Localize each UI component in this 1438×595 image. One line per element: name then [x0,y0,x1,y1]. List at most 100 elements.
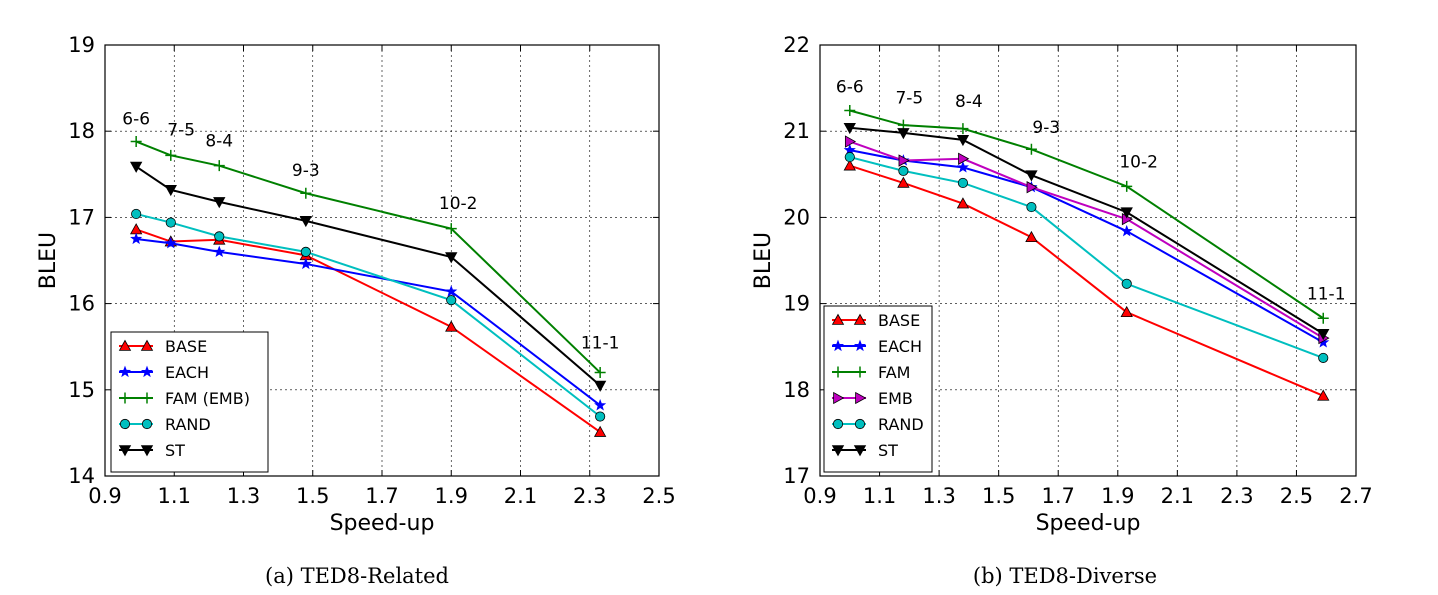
chart-b-xtick-label: 1.5 [982,484,1015,508]
chart-a-series-st [129,161,607,392]
chart-b-annotation: 7-5 [895,89,923,109]
chart-a-annotation: 10-2 [439,194,478,214]
chart-b-point-fam [844,105,856,117]
chart-b-legend-label: ST [878,441,898,460]
chart-a-point-each [299,257,312,270]
chart-b-point-emb [844,135,857,148]
chart-a-legend-label: FAM (EMB) [165,389,250,408]
chart-a-point-fam-emb [594,367,606,379]
chart-b-point-fam [1121,180,1133,192]
chart-b-annotation: 6-6 [836,77,864,97]
chart-a-legend-box [110,331,269,473]
chart-b-legend-label: EACH [878,337,922,356]
chart-b-ytick-label: 17 [783,464,810,488]
chart-a-point-rand [165,217,176,228]
chart-b-point-base [956,197,970,209]
chart-b-point-base [1120,305,1133,318]
chart-b-point-rand [1121,278,1132,289]
chart-b-ytick-label: 22 [783,33,810,57]
chart-a-xtick-label: 1.9 [435,484,468,508]
chart-a-legend-item-each: EACH [118,363,209,382]
chart-a-line-base [135,228,601,433]
chart-a-legend-marker [118,445,132,457]
chart-a-annotation: 9-3 [292,161,320,181]
chart-b-point-fam [1317,312,1329,324]
chart-b-caption: (b) TED8-Diverse [973,564,1157,588]
chart-b-ylabel: BLEU [751,232,776,289]
chart-a-legend-item-base: BASE [118,337,207,356]
chart-b-legend-item-fam: FAM [832,363,910,382]
chart-a-legend-marker [118,365,132,378]
chart-b-point-each [956,161,969,173]
chart-b-legend-marker [832,418,844,430]
chart-b-xtick-label: 0.9 [803,484,836,508]
chart-b-legend-marker [854,418,866,430]
chart-a-ytick-label: 19 [68,33,95,57]
chart-b-legend-label: FAM [878,363,910,382]
chart-a-point-base [129,223,143,235]
chart-a-series-rand [131,208,606,422]
chart-b-point-st [1025,170,1038,182]
chart-b-ytick-label: 20 [783,205,810,229]
chart-b-line-base [849,164,1324,397]
chart-a-point-rand [131,208,142,220]
chart-a-annotation: 7-5 [167,121,195,141]
chart-a-xtick-label: 1.3 [227,484,260,508]
chart-b-legend-marker [831,313,845,325]
chart-b-legend-marker [855,391,867,405]
chart-a-ytick-label: 17 [68,205,95,229]
chart-b-point-st [897,128,910,140]
chart-b-xlabel: Speed-up [1036,511,1141,536]
chart-a-line-each [136,237,601,407]
chart-a-point-st [445,252,458,264]
chart-b-point-base [843,159,856,171]
chart-a-point-fam-emb [445,223,457,235]
chart-b-xtick-label: 1.1 [863,484,896,508]
chart-a-line-fam-emb [135,140,601,374]
chart-b: 0.9 1.1 1.3 1.5 1.7 1.9 2.1 2.3 2.5 2.7 17 18 19 20 21… [751,33,1373,588]
chart-a-legend-marker [119,392,131,404]
chart-a-legend-marker [141,418,153,430]
chart-a-legend-item-fam-emb: FAM (EMB) [119,389,250,408]
chart-a-point-fam-emb [300,187,312,199]
chart-a-annotation: 8-4 [205,132,233,152]
chart-b-legend-item-rand: RAND [832,415,924,434]
chart-a-xtick-label: 0.9 [88,484,121,508]
chart-a-point-rand [595,411,606,422]
chart-b-point-each [1120,224,1133,237]
chart-a-xtick-label: 1.7 [365,484,398,508]
chart-a-legend-marker [141,392,153,404]
chart-b-xtick-label: 2.1 [1161,484,1194,508]
chart-a-line-rand [135,212,601,418]
chart-a-point-base [593,425,607,437]
chart-a-point-st [213,197,226,209]
chart-a-ytick-label: 14 [68,464,95,488]
chart-b-series-emb [844,135,1330,345]
chart-a-legend: BASE EACH FAM (EMB) RAND ST [110,331,269,473]
chart-b-series-rand [844,151,1329,363]
chart-b-ytick-label: 19 [783,292,810,316]
chart-a-legend-marker [119,418,131,430]
chart-a-point-fam-emb [130,136,142,148]
chart-b-legend-box [823,305,933,473]
chart-a-ylabel: BLEU [36,232,61,289]
chart-b-xtick-label: 2.7 [1339,484,1372,508]
chart-b-legend-marker [831,445,845,457]
chart-a-series-each [130,232,607,411]
chart-b-line-emb [849,140,1324,339]
chart-b-annotation: 9-3 [1032,118,1060,138]
chart-a-legend-marker [118,339,132,351]
chart-a-legend-item-st: ST [118,441,185,460]
chart-b-point-fam [1025,143,1037,155]
chart-b-legend-label: BASE [878,311,920,330]
chart-b-legend: BASE EACH FAM EMB RAND ST [823,305,933,473]
chart-b-legend-marker [853,313,867,325]
chart-a-point-rand [300,246,311,257]
chart-a-legend-label: ST [165,441,185,460]
chart-a-legend-marker [140,339,154,351]
chart-b-xtick-label: 1.7 [1042,484,1075,508]
chart-b-plot-frame [819,44,1357,477]
chart-a-point-each [594,398,607,411]
chart-b-point-rand [898,165,909,176]
